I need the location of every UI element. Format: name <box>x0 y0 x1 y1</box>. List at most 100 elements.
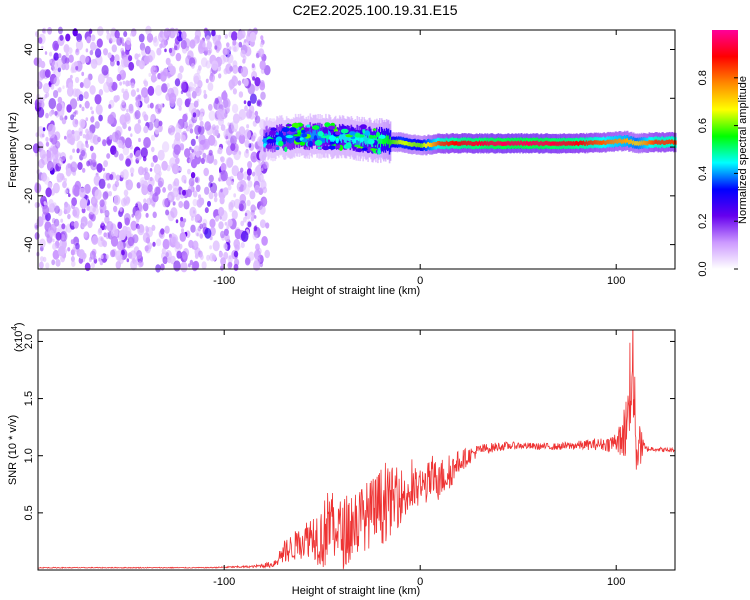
noise-blob <box>208 181 213 188</box>
ridge-core <box>582 140 585 145</box>
ridge-blob <box>289 127 297 132</box>
noise-blob <box>119 114 127 126</box>
noise-blob <box>231 181 234 185</box>
noise-blob <box>158 180 163 188</box>
ridge-blob <box>291 122 300 129</box>
ridge-core <box>660 140 662 145</box>
ridge-core <box>431 142 433 148</box>
noise-blob <box>79 131 83 137</box>
noise-blob <box>202 42 206 48</box>
ridge-core <box>468 140 470 145</box>
ridge-core <box>477 141 479 146</box>
ridge-core <box>349 134 352 144</box>
noise-blob <box>229 46 232 51</box>
noise-blob <box>152 192 159 203</box>
ridge-core <box>312 130 314 139</box>
noise-blob <box>84 262 91 272</box>
noise-blob <box>179 65 184 73</box>
ridge-core <box>551 141 554 146</box>
noise-blob <box>182 120 188 129</box>
noise-blob <box>251 214 255 220</box>
noise-blob <box>220 156 225 163</box>
ridge-core <box>432 142 434 147</box>
noise-blob <box>45 187 52 198</box>
ridge-core <box>494 141 497 147</box>
ridge-core <box>601 140 604 145</box>
noise-blob <box>102 191 109 200</box>
noise-blob <box>218 73 222 79</box>
noise-blob <box>205 35 211 42</box>
noise-blob <box>254 77 261 87</box>
noise-blob <box>225 176 233 186</box>
noise-blob <box>66 86 74 97</box>
noise-blob <box>238 200 247 212</box>
ridge-core <box>641 141 644 146</box>
ridge-core <box>441 141 444 146</box>
noise-blob <box>218 251 223 258</box>
noise-blob <box>191 86 196 92</box>
ridge-core <box>522 141 524 147</box>
ridge-core <box>590 140 593 145</box>
noise-blob <box>242 58 246 64</box>
noise-blob <box>198 134 206 145</box>
ridge-blob <box>329 141 335 145</box>
ridge-core <box>614 139 616 144</box>
ridge-core <box>470 140 472 146</box>
noise-blob <box>198 145 205 155</box>
noise-blob <box>247 100 252 107</box>
noise-blob <box>130 172 134 177</box>
noise-blob <box>84 183 91 194</box>
ridge-core <box>374 134 376 144</box>
noise-blob <box>89 128 93 133</box>
ridge-core <box>609 139 611 144</box>
noise-blob <box>45 136 49 142</box>
noise-blob <box>122 90 130 101</box>
noise-blob <box>124 137 132 149</box>
noise-blob <box>128 106 134 114</box>
noise-blob <box>72 88 79 97</box>
noise-blob <box>220 170 228 182</box>
ridge-core <box>545 140 548 146</box>
noise-blob <box>143 114 149 122</box>
ridge-core <box>306 134 309 144</box>
noise-blob <box>220 124 226 131</box>
ridge-core <box>655 139 657 144</box>
ridge-core <box>392 139 395 144</box>
ridge-blob <box>354 132 361 138</box>
noise-blob <box>250 204 256 213</box>
noise-blob <box>162 238 170 250</box>
ridge-blob <box>340 125 348 129</box>
noise-blob <box>91 198 96 204</box>
noise-blob <box>208 110 216 121</box>
noise-blob <box>155 186 161 195</box>
ridge-core <box>643 140 646 145</box>
noise-blob <box>192 210 196 214</box>
ridge-core <box>491 140 494 145</box>
ridge-core <box>573 141 575 146</box>
noise-blob <box>229 65 234 72</box>
noise-blob <box>134 210 142 221</box>
snr-y-ticks: 0.5 1.0 1.5 2.0 <box>23 334 675 521</box>
noise-blob <box>128 55 133 62</box>
noise-blob <box>55 231 62 241</box>
ridge-core <box>544 140 547 146</box>
ridge-core <box>457 141 459 147</box>
noise-blob <box>243 39 250 49</box>
ridge-core <box>436 141 439 146</box>
noise-blob <box>96 38 103 48</box>
ridge-core <box>340 134 343 143</box>
noise-blob <box>254 256 261 267</box>
ridge-core <box>631 140 634 146</box>
ridge-core <box>354 134 357 144</box>
ridge-core <box>667 140 669 145</box>
noise-blob <box>230 135 237 146</box>
noise-blob <box>240 66 249 78</box>
noise-blob <box>247 180 253 188</box>
noise-blob <box>65 52 69 57</box>
noise-blob <box>40 246 44 252</box>
ridge-core <box>359 136 361 146</box>
noise-blob <box>39 261 44 269</box>
noise-blob <box>231 165 239 177</box>
noise-blob <box>158 120 163 127</box>
noise-blob <box>55 240 60 247</box>
